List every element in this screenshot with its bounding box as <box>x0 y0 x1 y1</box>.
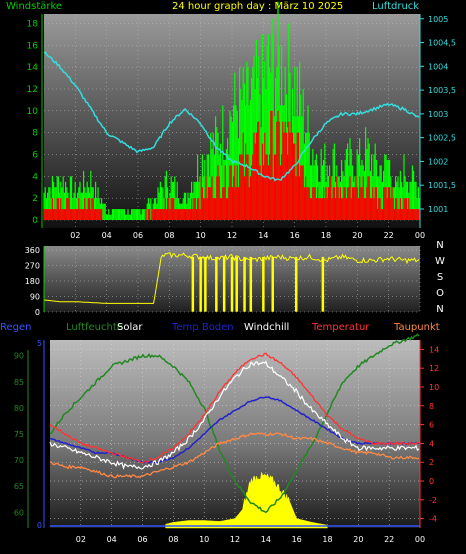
wind-tick-label: 8 <box>32 129 38 139</box>
x-tick-label: 14 <box>258 231 268 240</box>
rain-tick-label: 5 <box>37 339 42 348</box>
x-tick-label: 10 <box>199 535 209 544</box>
compass-label: N <box>436 304 443 315</box>
compass-label: W <box>435 256 445 267</box>
direction-tick-label: 180 <box>25 277 40 286</box>
wind-tick-label: 12 <box>27 85 38 95</box>
x-tick-label: 20 <box>352 231 362 240</box>
temp-tick-label: 4 <box>429 439 434 448</box>
x-tick-label: 08 <box>164 231 174 240</box>
wind-tick-label: 2 <box>32 194 38 204</box>
humidity-tick-label: 85 <box>14 378 24 387</box>
x-tick-label: 18 <box>321 231 331 240</box>
temp-tick-label: -4 <box>429 515 437 524</box>
x-tick-label: 20 <box>353 535 363 544</box>
x-tick-label: 02 <box>76 535 86 544</box>
temp-tick-label: 14 <box>429 345 439 354</box>
wind-tick-label: 16 <box>27 41 39 51</box>
direction-line <box>43 252 420 304</box>
humidity-tick-label: 60 <box>14 508 24 517</box>
x-tick-label: 22 <box>384 535 394 544</box>
temp-tick-label: 10 <box>429 383 439 392</box>
legend-windchill: Windchill <box>244 322 289 333</box>
x-tick-label: 04 <box>102 231 112 240</box>
humidity-tick-label: 75 <box>14 430 24 439</box>
x-tick-label: 18 <box>322 535 332 544</box>
wind-tick-label: 14 <box>27 63 39 73</box>
humidity-line <box>49 333 420 514</box>
pressure-tick-label: 1003,5 <box>428 86 456 95</box>
x-tick-label: 12 <box>227 231 237 240</box>
direction-tick-label: 270 <box>25 262 40 271</box>
rain-tick-label: 0 <box>37 521 42 530</box>
x-tick-label: 06 <box>137 535 147 544</box>
legend-soil-temp: Temp Boden <box>171 322 234 333</box>
pressure-tick-label: 1002,5 <box>428 134 456 143</box>
compass-label: N <box>436 240 443 251</box>
x-tick-label: 08 <box>168 535 178 544</box>
humidity-tick-label: 70 <box>14 456 24 465</box>
chart-title: 24 hour graph day : März 10 2025 <box>172 1 343 12</box>
pressure-tick-label: 1001,5 <box>428 181 456 190</box>
dewpoint-line <box>49 431 420 479</box>
pressure-tick-label: 1002 <box>428 157 448 166</box>
direction-tick-label: 90 <box>30 293 40 302</box>
direction-tick-label: 0 <box>35 308 40 317</box>
pressure-axis-label: Luftdruck <box>372 1 419 12</box>
temp-tick-label: 12 <box>429 364 439 373</box>
x-tick-label: 02 <box>70 231 80 240</box>
pressure-tick-label: 1003 <box>428 110 448 119</box>
x-tick-label: 04 <box>107 535 117 544</box>
x-tick-label: 16 <box>292 535 302 544</box>
temp-tick-label: 0 <box>429 477 434 486</box>
humidity-tick-label: 80 <box>14 404 24 413</box>
temp-tick-label: -2 <box>429 496 437 505</box>
pressure-tick-label: 1004,5 <box>428 39 456 48</box>
temp-tick-label: 6 <box>429 421 434 430</box>
direction-tick-label: 360 <box>25 246 40 255</box>
pressure-line <box>43 51 420 182</box>
x-tick-label: 16 <box>290 231 300 240</box>
windchill-line <box>49 360 420 470</box>
compass-label: O <box>436 288 444 299</box>
x-tick-label: 06 <box>133 231 143 240</box>
wind-tick-label: 18 <box>27 19 39 29</box>
wind-tick-label: 0 <box>32 216 38 226</box>
legend-rain: Regen <box>0 322 32 333</box>
pressure-tick-label: 1004 <box>428 62 448 71</box>
solar-area <box>165 471 328 529</box>
wind-tick-label: 6 <box>32 150 38 160</box>
compass-label: S <box>437 272 443 283</box>
wind-tick-label: 10 <box>27 107 39 117</box>
humidity-tick-label: 65 <box>14 482 24 491</box>
humidity-tick-label: 90 <box>14 352 24 361</box>
temperature-line <box>49 352 420 464</box>
x-tick-label: 14 <box>261 535 271 544</box>
legend-solar: Solar <box>117 322 143 333</box>
x-tick-label: 10 <box>196 231 206 240</box>
x-tick-label: 00 <box>415 535 425 544</box>
temp-tick-label: 2 <box>429 458 434 467</box>
x-tick-label: 22 <box>384 231 394 240</box>
legend-dewpoint: Taupunkt <box>393 322 440 333</box>
temperature-series-group <box>49 333 420 529</box>
legend-humidity: Luftfeuchte <box>66 322 123 333</box>
wind-tick-label: 4 <box>32 172 38 182</box>
wind-axis-label: Windstärke <box>6 1 62 12</box>
pressure-tick-label: 1001 <box>428 205 448 214</box>
direction-series-group <box>43 252 420 312</box>
temp-tick-label: 8 <box>429 402 434 411</box>
legend-temperature: Temperatur <box>311 322 370 333</box>
wind-series-group <box>43 1 421 220</box>
x-tick-label: 12 <box>230 535 240 544</box>
x-tick-label: 00 <box>415 231 425 240</box>
pressure-tick-label: 1005 <box>428 15 448 24</box>
